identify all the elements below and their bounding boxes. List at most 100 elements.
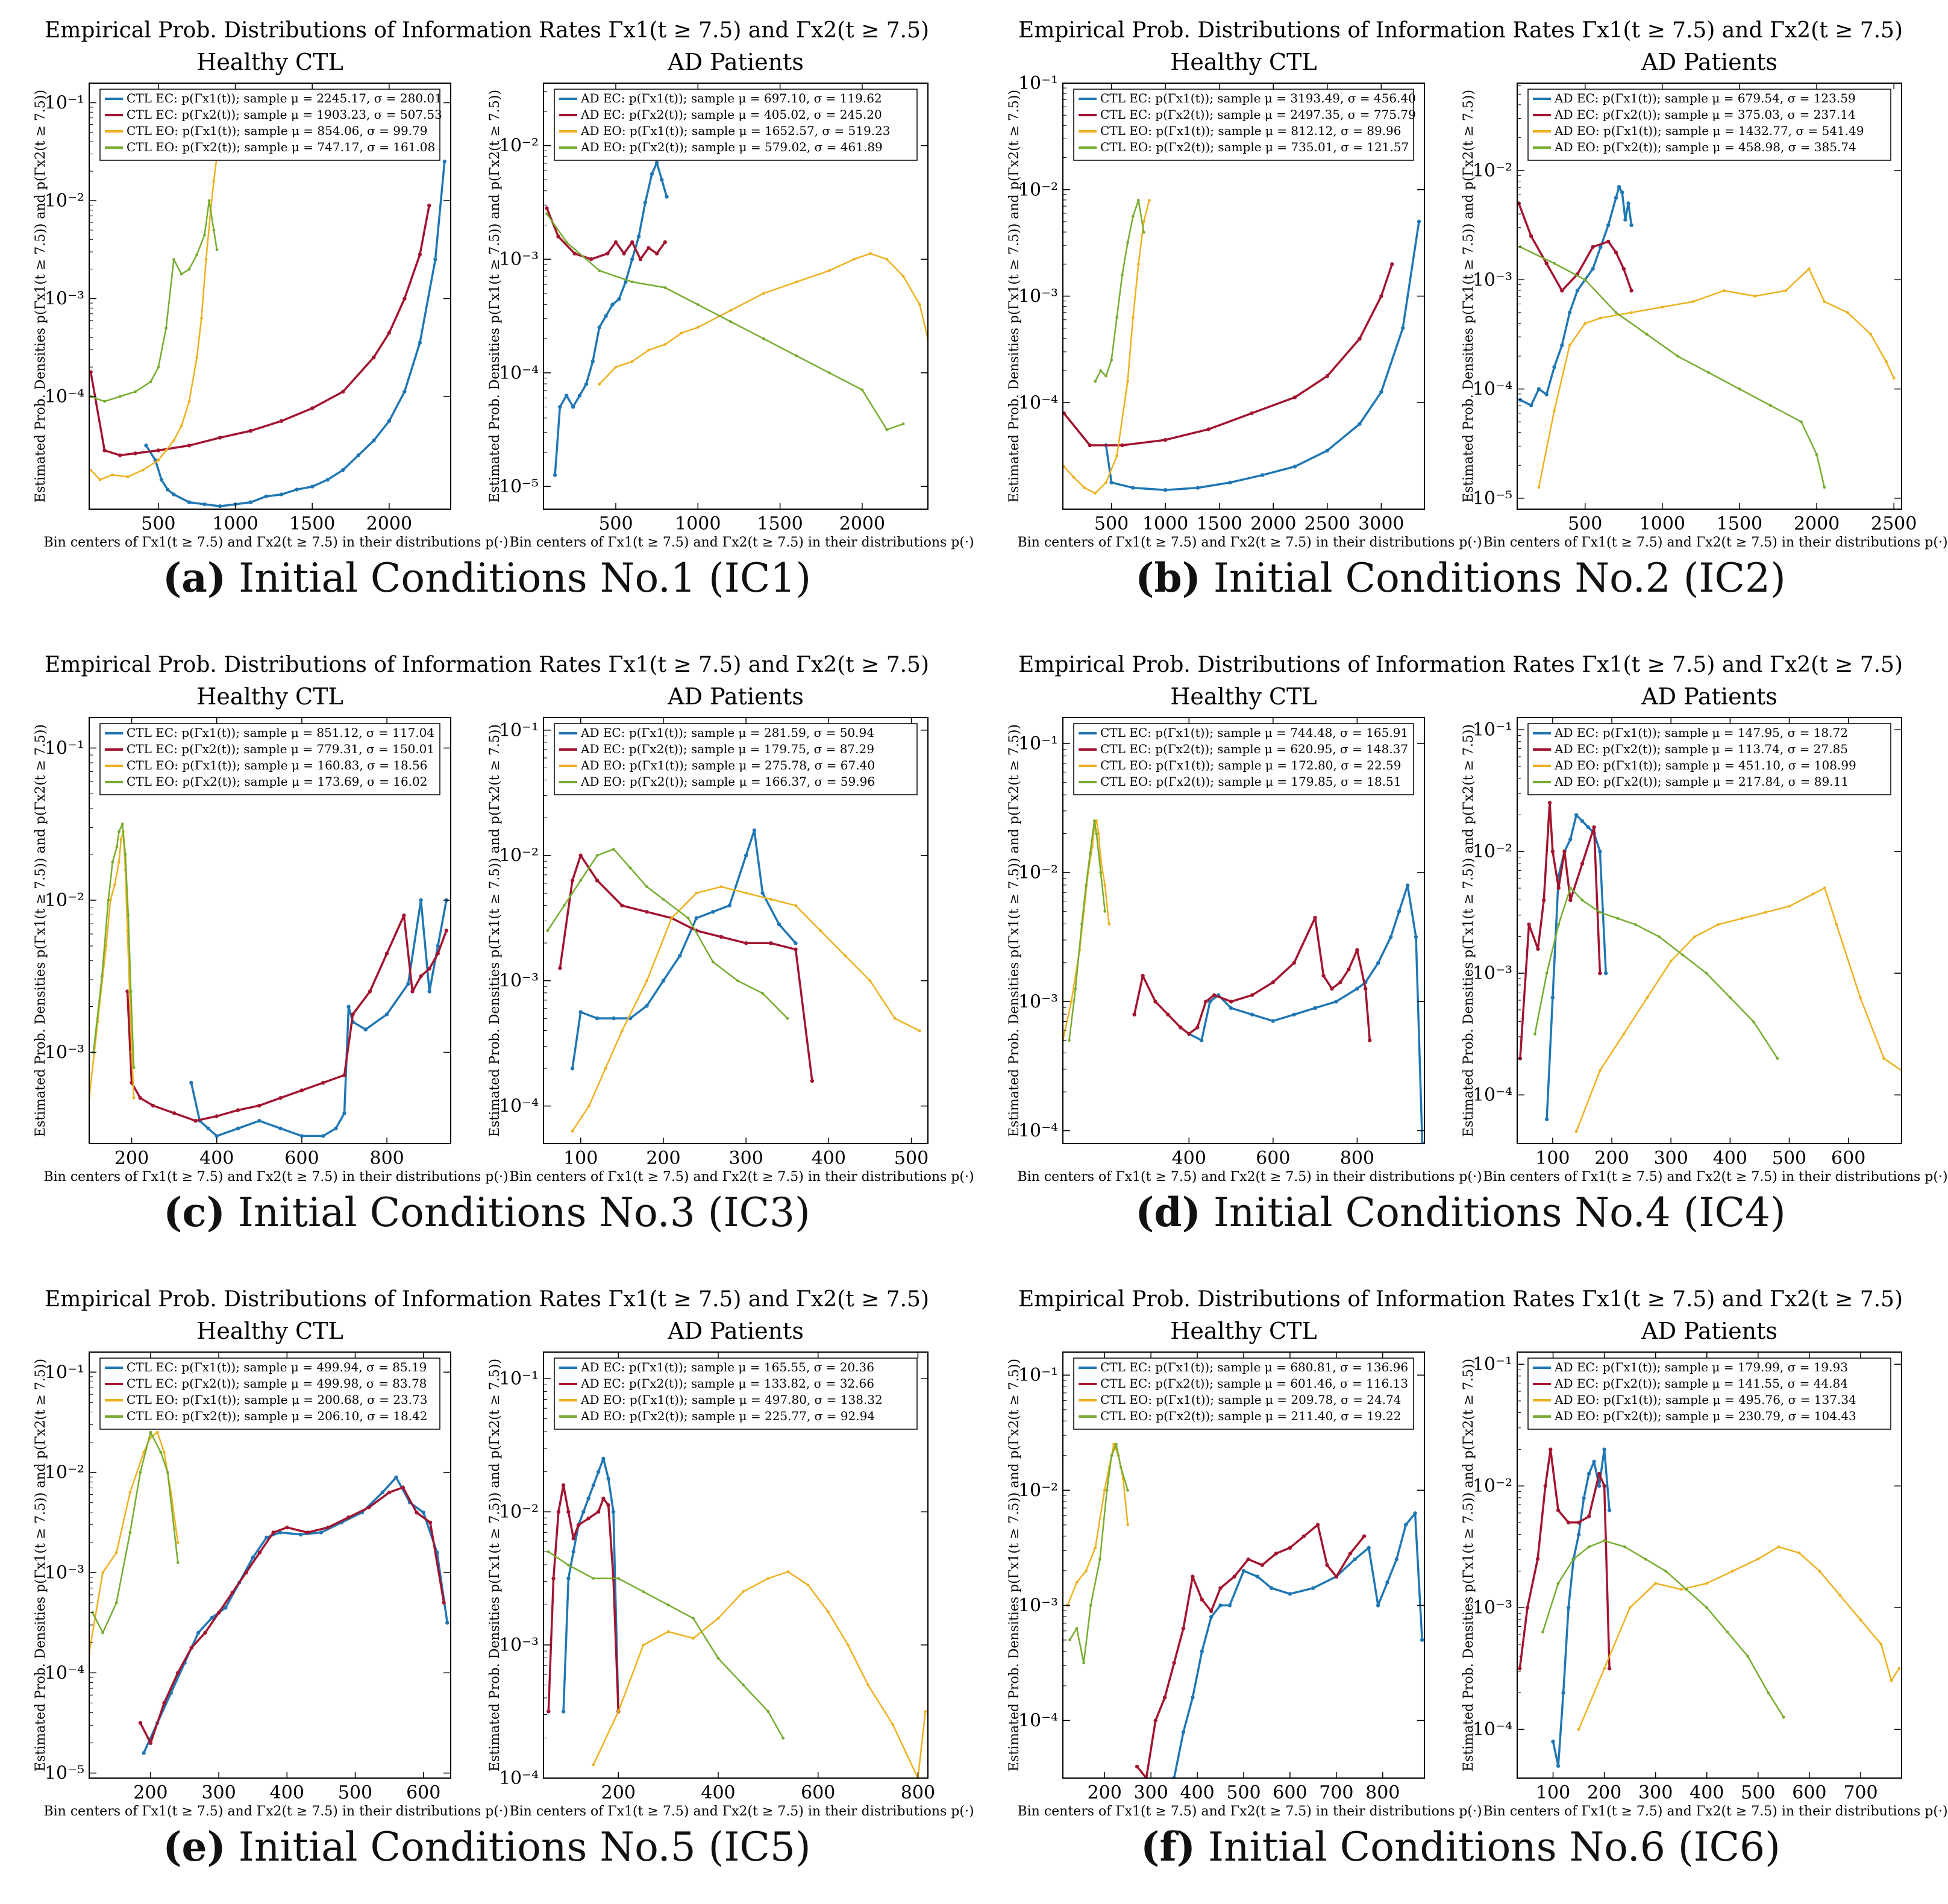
data-point-eo-x1 bbox=[180, 424, 183, 428]
x-tick-label: 800 bbox=[369, 1148, 404, 1169]
data-point-ec-x1 bbox=[1550, 995, 1555, 1000]
data-point-eo-x1 bbox=[1103, 1488, 1106, 1492]
data-point-eo-x1 bbox=[1103, 884, 1107, 887]
data-point-eo-x1 bbox=[1679, 1588, 1683, 1591]
data-point-ec-x2 bbox=[647, 246, 651, 250]
chart-ad-patients: AD Patients Estimated Prob. Densities p(Γ… bbox=[487, 683, 974, 1185]
data-point-eo-x1 bbox=[844, 954, 847, 957]
panel-caption: (f) Initial Conditions No.6 (IC6) bbox=[974, 1823, 1947, 1870]
data-point-ec-x1 bbox=[421, 1511, 425, 1515]
data-point-ec-x1 bbox=[1227, 1603, 1232, 1608]
data-point-eo-x1 bbox=[1646, 996, 1649, 999]
data-point-eo-x1 bbox=[1784, 289, 1788, 292]
data-point-ec-x2 bbox=[419, 974, 423, 979]
legend-entry-ec-x2: CTL EC: p(Γx2(t)); sample μ = 601.46, σ … bbox=[1100, 1376, 1408, 1391]
data-point-ec-x1 bbox=[1181, 1730, 1186, 1734]
data-point-ec-x2 bbox=[279, 419, 284, 423]
chart-healthy-ctl: Healthy CTL Estimated Prob. Densities p(Γ… bbox=[1007, 49, 1482, 550]
x-tick-label: 600 bbox=[1792, 1782, 1826, 1803]
legend-entry-ec-x1: AD EC: p(Γx1(t)); sample μ = 165.55, σ =… bbox=[580, 1360, 874, 1374]
legend-entry-ec-x2: AD EC: p(Γx2(t)); sample μ = 133.82, σ =… bbox=[580, 1376, 874, 1391]
chart-title: Healthy CTL bbox=[196, 1318, 343, 1344]
data-point-ec-x1 bbox=[334, 1126, 338, 1130]
data-point-ec-x2 bbox=[285, 1525, 289, 1530]
y-tick-label: 10⁻¹ bbox=[45, 1362, 84, 1383]
legend-entry-eo-x2: CTL EO: p(Γx2(t)); sample μ = 173.69, σ … bbox=[127, 774, 428, 789]
data-point-ec-x1 bbox=[1626, 201, 1630, 205]
data-point-ec-x2 bbox=[415, 1511, 419, 1515]
data-point-eo-x2 bbox=[828, 371, 831, 375]
data-point-ec-x1 bbox=[1544, 392, 1549, 396]
y-tick-label: 10⁻⁴ bbox=[1473, 379, 1512, 400]
data-point-ec-x1 bbox=[346, 1004, 351, 1009]
data-point-eo-x2 bbox=[1583, 278, 1587, 281]
x-tick-label: 1000 bbox=[1142, 513, 1188, 534]
data-point-ec-x2 bbox=[1629, 289, 1633, 293]
data-point-ec-x1 bbox=[1580, 819, 1585, 823]
y-tick-label: 10⁻⁵ bbox=[45, 1763, 84, 1784]
data-point-eo-x1 bbox=[1705, 1582, 1709, 1585]
x-axis-label: Bin centers of Γx1(t ≥ 7.5) and Γx2(t ≥ … bbox=[509, 1170, 974, 1185]
data-point-eo-x2 bbox=[107, 898, 110, 902]
series-line-ec-x1 bbox=[145, 161, 446, 507]
data-point-eo-x1 bbox=[1142, 220, 1145, 224]
data-point-eo-x1 bbox=[744, 891, 748, 895]
data-point-ec-x1 bbox=[596, 1470, 601, 1474]
legend-entry-ec-x1: AD EC: p(Γx1(t)); sample μ = 179.99, σ =… bbox=[1554, 1360, 1848, 1374]
data-point-eo-x1 bbox=[176, 1541, 180, 1544]
data-point-eo-x2 bbox=[129, 990, 133, 993]
data-point-eo-x1 bbox=[104, 944, 108, 948]
data-point-ec-x1 bbox=[1623, 218, 1627, 222]
data-point-ec-x2 bbox=[1368, 1038, 1372, 1042]
series-line-ec-x1 bbox=[562, 1458, 620, 1712]
x-tick-label: 300 bbox=[1654, 1148, 1688, 1169]
data-point-eo-x1 bbox=[819, 929, 822, 932]
data-point-eo-x2 bbox=[686, 916, 690, 920]
x-tick-label: 500 bbox=[1226, 1782, 1261, 1803]
data-point-ec-x1 bbox=[172, 492, 176, 496]
data-point-ec-x2 bbox=[1379, 294, 1383, 298]
series-group bbox=[89, 155, 446, 509]
y-tick-label: 10⁻¹ bbox=[1018, 733, 1058, 754]
data-point-ec-x1 bbox=[1620, 190, 1624, 195]
legend-entry-ec-x1: AD EC: p(Γx1(t)); sample μ = 281.59, σ =… bbox=[580, 725, 874, 740]
data-point-ec-x2 bbox=[1560, 289, 1564, 293]
data-point-eo-x2 bbox=[729, 320, 733, 324]
series-group bbox=[1063, 199, 1421, 495]
panel-label: (b) bbox=[1135, 554, 1201, 601]
data-point-eo-x2 bbox=[1676, 354, 1679, 358]
chart-title: AD Patients bbox=[1641, 683, 1777, 710]
data-point-eo-x2 bbox=[215, 248, 219, 251]
data-point-eo-x2 bbox=[663, 286, 667, 289]
data-point-eo-x2 bbox=[1614, 311, 1618, 315]
data-point-ec-x1 bbox=[159, 478, 164, 482]
legend: CTL EC: p(Γx1(t)); sample μ = 499.94, σ … bbox=[99, 1358, 440, 1430]
data-point-ec-x1 bbox=[1582, 1496, 1586, 1500]
data-point-ec-x1 bbox=[1313, 1006, 1317, 1010]
data-point-eo-x1 bbox=[1788, 904, 1791, 908]
data-point-ec-x1 bbox=[210, 1615, 214, 1620]
data-point-ec-x1 bbox=[553, 473, 557, 477]
data-point-eo-x1 bbox=[1132, 316, 1135, 319]
data-point-ec-x2 bbox=[1260, 1563, 1264, 1567]
x-tick-label: 500 bbox=[338, 1782, 372, 1803]
data-point-eo-x1 bbox=[157, 459, 160, 462]
x-tick-label: 200 bbox=[601, 1782, 636, 1803]
data-point-eo-x1 bbox=[1583, 322, 1587, 325]
data-point-eo-x1 bbox=[901, 275, 905, 278]
data-point-ec-x2 bbox=[1348, 1552, 1353, 1556]
data-point-ec-x2 bbox=[1209, 1609, 1214, 1614]
data-point-eo-x1 bbox=[1879, 1643, 1883, 1646]
data-point-ec-x2 bbox=[176, 1671, 180, 1675]
data-point-eo-x2 bbox=[547, 1550, 550, 1553]
data-point-ec-x2 bbox=[321, 1080, 325, 1085]
series-line-eo-x2 bbox=[1542, 1539, 1785, 1718]
y-tick-label: 10⁻⁴ bbox=[1473, 1085, 1512, 1106]
data-point-ec-x2 bbox=[1358, 337, 1362, 341]
data-point-eo-x2 bbox=[781, 1736, 785, 1740]
data-point-eo-x2 bbox=[1738, 387, 1741, 390]
data-point-eo-x1 bbox=[868, 979, 872, 983]
data-point-ec-x1 bbox=[1417, 219, 1421, 224]
data-point-ec-x1 bbox=[643, 200, 648, 205]
data-point-ec-x2 bbox=[1542, 898, 1546, 903]
